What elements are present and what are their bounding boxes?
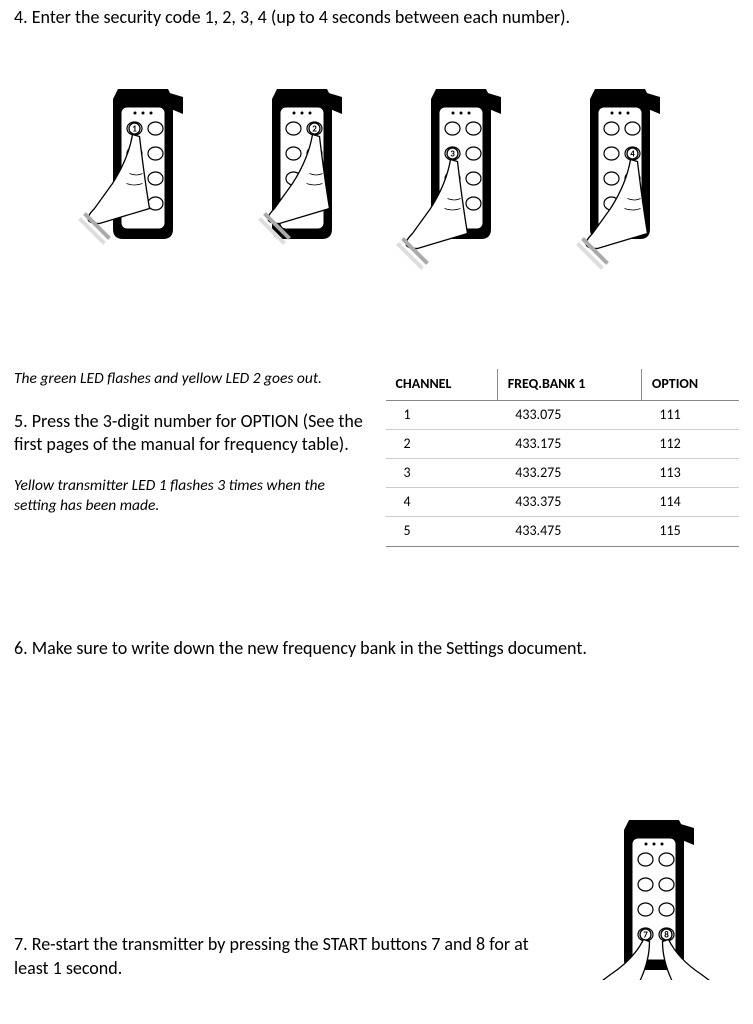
table-cell: 433.375 — [497, 488, 641, 517]
table-cell: 111 — [641, 400, 739, 429]
table-cell: 5 — [386, 517, 498, 546]
svg-text:1: 1 — [132, 124, 137, 135]
remote-illustration-1: 1 — [63, 79, 213, 279]
table-header: OPTION — [641, 369, 739, 400]
remote-icon: 78 — [559, 810, 739, 980]
table-cell: 2 — [386, 429, 498, 458]
remote-icon: 4 — [540, 79, 690, 279]
led-note-2: Yellow transmitter LED 1 flashes 3 times… — [14, 476, 368, 516]
table-cell: 112 — [641, 429, 739, 458]
step-5-text: 5. Press the 3-digit number for OPTION (… — [14, 410, 368, 457]
table-cell: 3 — [386, 458, 498, 487]
remote-icon: 2 — [222, 79, 372, 279]
svg-text:3: 3 — [450, 149, 455, 160]
remote-illustration-4: 4 — [540, 79, 690, 279]
remote-icon: 3 — [381, 79, 531, 279]
table-cell: 1 — [386, 400, 498, 429]
table-cell: 433.075 — [497, 400, 641, 429]
table-cell: 113 — [641, 458, 739, 487]
svg-text:2: 2 — [312, 124, 317, 135]
table-cell: 115 — [641, 517, 739, 546]
remote-illustration-2: 2 — [222, 79, 372, 279]
table-row: 4433.375114 — [386, 488, 740, 517]
step-5-row: The green LED flashes and yellow LED 2 g… — [14, 369, 739, 546]
table-cell: 114 — [641, 488, 739, 517]
table-header: FREQ.BANK 1 — [497, 369, 641, 400]
table-cell: 433.175 — [497, 429, 641, 458]
svg-text:4: 4 — [630, 149, 635, 160]
remote-step-7: 78 — [559, 810, 739, 980]
frequency-table: CHANNELFREQ.BANK 1OPTION 1433.0751112433… — [386, 369, 740, 546]
table-cell: 433.275 — [497, 458, 641, 487]
remote-icon: 1 — [63, 79, 213, 279]
step-7-row: 7. Re-start the transmitter by pressing … — [14, 810, 739, 980]
table-row: 5433.475115 — [386, 517, 740, 546]
table-cell: 4 — [386, 488, 498, 517]
step-7-text: 7. Re-start the transmitter by pressing … — [14, 933, 549, 980]
table-row: 1433.075111 — [386, 400, 740, 429]
table-cell: 433.475 — [497, 517, 641, 546]
remotes-illustration-row: 1 2 3 4 — [14, 79, 739, 279]
table-row: 2433.175112 — [386, 429, 740, 458]
remote-illustration-3: 3 — [381, 79, 531, 279]
led-note-1: The green LED flashes and yellow LED 2 g… — [14, 369, 368, 389]
table-row: 3433.275113 — [386, 458, 740, 487]
table-header: CHANNEL — [386, 369, 498, 400]
step-4-text: 4. Enter the security code 1, 2, 3, 4 (u… — [14, 6, 739, 29]
svg-text:7: 7 — [643, 929, 648, 940]
step-6-text: 6. Make sure to write down the new frequ… — [14, 637, 739, 660]
